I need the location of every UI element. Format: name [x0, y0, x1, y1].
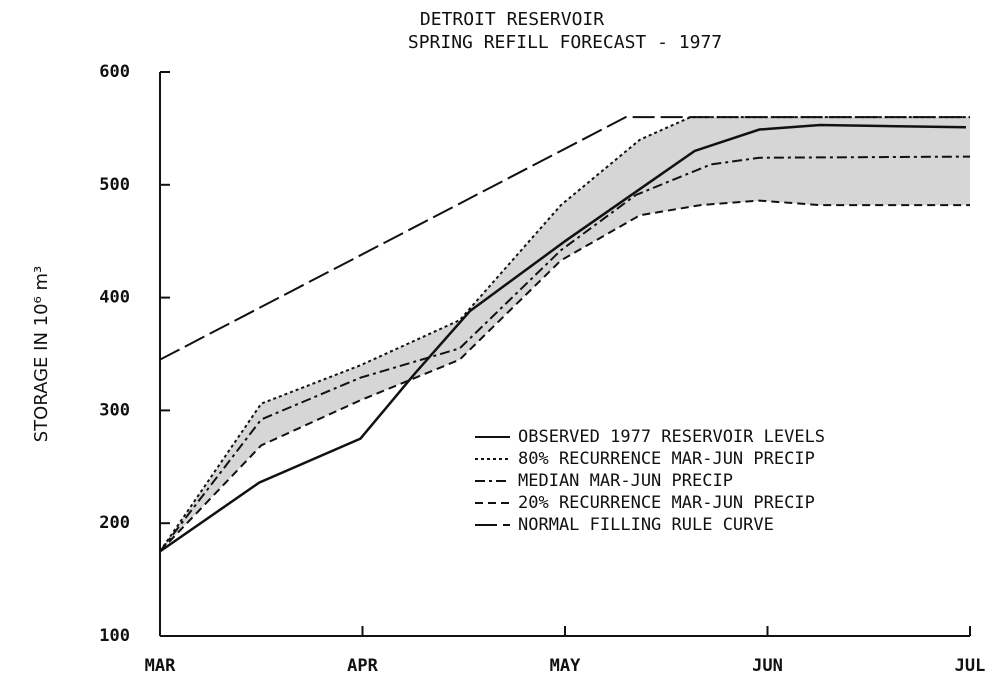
legend-label: MEDIAN MAR-JUN PRECIP: [518, 471, 733, 491]
y-axis-label: STORAGE IN 10⁶ m³: [31, 266, 52, 443]
legend-label: 80% RECURRENCE MAR-JUN PRECIP: [518, 449, 815, 469]
x-tick-label: APR: [347, 656, 378, 676]
x-tick-label: MAY: [550, 656, 581, 676]
y-tick-label: 200: [99, 513, 130, 533]
series-line: [159, 199, 970, 553]
y-tick-label: 400: [99, 288, 130, 308]
series-line: [159, 123, 966, 553]
legend-label: NORMAL FILLING RULE CURVE: [518, 515, 774, 535]
y-tick-label: 500: [99, 175, 130, 195]
y-tick-label: 600: [99, 62, 130, 82]
legend-label: OBSERVED 1977 RESERVOIR LEVELS: [518, 427, 825, 447]
y-tick-label: 100: [99, 626, 130, 646]
y-tick-label: 300: [99, 400, 130, 420]
x-tick-label: JUN: [752, 656, 783, 676]
series-line: [159, 116, 970, 552]
x-tick-label: JUL: [955, 656, 986, 676]
series-line: [159, 116, 970, 361]
x-tick-label: MAR: [145, 656, 176, 676]
legend-label: 20% RECURRENCE MAR-JUN PRECIP: [518, 493, 815, 513]
series-line: [159, 155, 971, 553]
chart-subtitle: SPRING REFILL FORECAST - 1977: [408, 32, 722, 53]
chart-title: DETROIT RESERVOIR: [420, 9, 604, 30]
shaded-band: [160, 117, 970, 552]
